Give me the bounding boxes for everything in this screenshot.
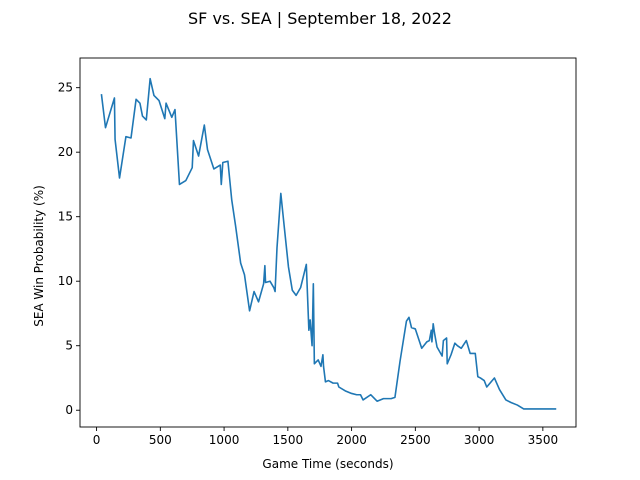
x-tick-label: 0 [93, 433, 101, 447]
axis-ticks: 0 500 1000 1500 2000 2500 3000 3500 0 5 10 15 20 25 [58, 81, 558, 447]
series-line-0 [100, 77, 557, 410]
plot-area [79, 57, 577, 428]
x-tick-label: 2000 [336, 433, 367, 447]
x-tick-label: 500 [149, 433, 172, 447]
x-axis-label: Game Time (seconds) [262, 457, 393, 471]
x-tick-label: 1500 [273, 433, 304, 447]
y-tick-label: 15 [58, 210, 73, 224]
y-tick-label: 20 [58, 145, 73, 159]
x-tick-label: 3000 [464, 433, 495, 447]
y-tick-label: 25 [58, 81, 73, 95]
y-axis-label: SEA Win Probability (%) [32, 185, 46, 327]
y-tick-label: 10 [58, 274, 73, 288]
y-tick-label: 0 [65, 403, 73, 417]
axes-frame [79, 57, 577, 428]
x-tick-label: 3500 [528, 433, 559, 447]
x-tick-label: 2500 [400, 433, 431, 447]
y-tick-label: 5 [65, 339, 73, 353]
chart-title: SF vs. SEA | September 18, 2022 [188, 9, 452, 28]
x-tick-label: 1000 [209, 433, 240, 447]
